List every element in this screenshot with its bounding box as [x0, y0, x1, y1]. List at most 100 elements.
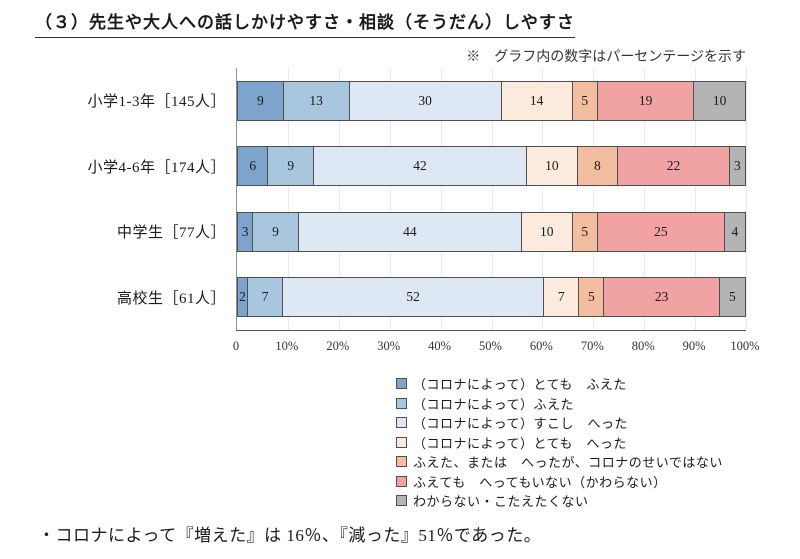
segment-value-label: 13: [309, 92, 323, 108]
bar-segment: 52: [283, 278, 545, 317]
segment-value-label: 3: [241, 223, 249, 239]
x-tick-label: 30%: [377, 339, 401, 353]
x-tick-label: 60%: [529, 339, 553, 353]
gridline: [542, 68, 544, 330]
bar-segment: 5: [579, 278, 605, 317]
bar-segment: 6: [238, 147, 269, 186]
legend-swatch: [396, 397, 407, 409]
bar-segment: 22: [618, 147, 730, 186]
segment-value-label: 30: [418, 92, 432, 108]
category-label: 中学生［77人］: [116, 225, 226, 242]
gridline: [338, 68, 340, 330]
x-tick-label: 20%: [326, 339, 350, 353]
segment-value-label: 25: [654, 223, 668, 239]
gridline: [644, 68, 646, 330]
segment-value-label: 44: [403, 223, 417, 239]
gridline: [593, 68, 595, 330]
footnote: ・コロナによって『増えた』は 16％、『減った』51％であった。: [38, 526, 542, 545]
legend-label: （コロナによって）ふえた: [413, 396, 574, 412]
bar-segment: 9: [268, 147, 315, 186]
bar-segment: 44: [298, 212, 522, 251]
segment-value-label: 10: [545, 158, 559, 174]
bar-segment: 3: [238, 212, 254, 251]
bar-segment: 14: [501, 81, 573, 120]
segment-value-label: 5: [581, 223, 589, 239]
legend-swatch: [396, 475, 407, 487]
gridline: [389, 68, 391, 330]
segment-value-label: 8: [594, 158, 601, 174]
stacked-bar: 2 7 52 7 5 23 5: [237, 277, 746, 318]
category-label: 小学1-3年［145人］: [87, 94, 226, 111]
x-tick-label: 0: [232, 339, 240, 353]
legend-item: （コロナによって）すこし へった: [396, 413, 723, 433]
legend-item: ふえても へってもいない（かわらない）: [396, 472, 723, 492]
bar-segment: 19: [597, 81, 695, 120]
segment-value-label: 5: [587, 289, 595, 305]
legend-swatch: [396, 417, 407, 429]
legend-label: ふえた、または へったが、コロナのせいではない: [413, 455, 723, 471]
segment-value-label: 42: [413, 158, 427, 174]
segment-value-label: 6: [249, 158, 257, 174]
gridline: [440, 68, 442, 330]
chart-legend: （コロナによって）とても ふえた （コロナによって）ふえた （コロナによって）すこし…: [396, 374, 723, 511]
plot-area: 9 13 30 14 5 19 10 6 9 42 10 8 22 3 3 9 44 10 5 25 4 2 7 52 7 5 23…: [236, 68, 747, 331]
legend-swatch: [396, 436, 407, 448]
x-tick-label: 100%: [730, 339, 760, 353]
segment-value-label: 22: [666, 158, 681, 174]
gridline: [287, 68, 289, 330]
bar-segment: 3: [729, 147, 745, 186]
bar-rows: 9 13 30 14 5 19 10 6 9 42 10 8 22 3 3 9 44 10 5 25 4 2 7 52 7 5 23…: [237, 68, 746, 330]
gridline: [695, 68, 697, 330]
segment-value-label: 14: [529, 92, 544, 108]
segment-value-label: 23: [654, 289, 669, 305]
x-tick-label: 10%: [275, 339, 299, 353]
x-tick-label: 70%: [580, 339, 604, 353]
bar-segment: 5: [719, 278, 745, 317]
bar-segment: 42: [314, 147, 527, 186]
bar-segment: 23: [604, 278, 720, 317]
legend-label: ふえても へってもいない（かわらない）: [413, 474, 667, 490]
category-label: 高校生［61人］: [116, 290, 226, 307]
stacked-bar: 6 9 42 10 8 22 3: [237, 146, 746, 187]
stacked-bar: 9 13 30 14 5 19 10: [237, 80, 746, 121]
chart-note: ※ グラフ内の数字はパーセンテージを示す: [466, 50, 746, 65]
segment-value-label: 52: [406, 289, 420, 305]
legend-item: わからない・こたえたくない: [396, 491, 723, 511]
bar-segment: 9: [253, 212, 299, 251]
segment-value-label: 9: [256, 92, 264, 108]
bar-segment: 10: [694, 81, 745, 120]
bar-segment: 5: [572, 212, 598, 251]
bar-segment: 13: [283, 81, 350, 120]
segment-value-label: 9: [287, 158, 295, 174]
bar-segment: 30: [349, 81, 502, 120]
legend-swatch: [396, 456, 407, 468]
segment-value-label: 10: [712, 92, 727, 108]
x-tick-label: 40%: [428, 339, 452, 353]
legend-item: （コロナによって）とても へった: [396, 433, 723, 453]
bar-segment: 10: [521, 212, 573, 251]
legend-item: （コロナによって）とても ふえた: [396, 374, 723, 394]
bar-segment: 5: [572, 81, 598, 120]
legend-label: （コロナによって）とても へった: [413, 435, 627, 451]
category-axis: 小学1-3年［145人］ 小学4-6年［174人］ 中学生［77人］ 高校生［61人］: [0, 68, 226, 330]
segment-value-label: 10: [540, 223, 554, 239]
legend-swatch: [396, 378, 407, 390]
legend-item: （コロナによって）ふえた: [396, 394, 723, 414]
segment-value-label: 7: [557, 289, 565, 305]
bar-segment: 7: [248, 278, 284, 317]
x-tick-label: 80%: [631, 339, 655, 353]
legend-label: わからない・こたえたくない: [413, 494, 589, 510]
segment-value-label: 2: [239, 289, 246, 305]
page-title: （３）先生や大人への話しかけやすさ・相談（そうだん）しやすさ: [35, 8, 575, 38]
legend-label: （コロナによって）すこし へった: [413, 416, 628, 432]
bar-segment: 2: [238, 278, 249, 317]
bar-segment: 9: [238, 81, 284, 120]
segment-value-label: 19: [638, 92, 653, 108]
bar-segment: 25: [597, 212, 725, 251]
segment-value-label: 5: [581, 92, 589, 108]
category-label: 小学4-6年［174人］: [87, 159, 226, 176]
legend-label: （コロナによって）とても ふえた: [413, 377, 627, 393]
bar-segment: 7: [544, 278, 580, 317]
bar-segment: 4: [724, 212, 745, 251]
